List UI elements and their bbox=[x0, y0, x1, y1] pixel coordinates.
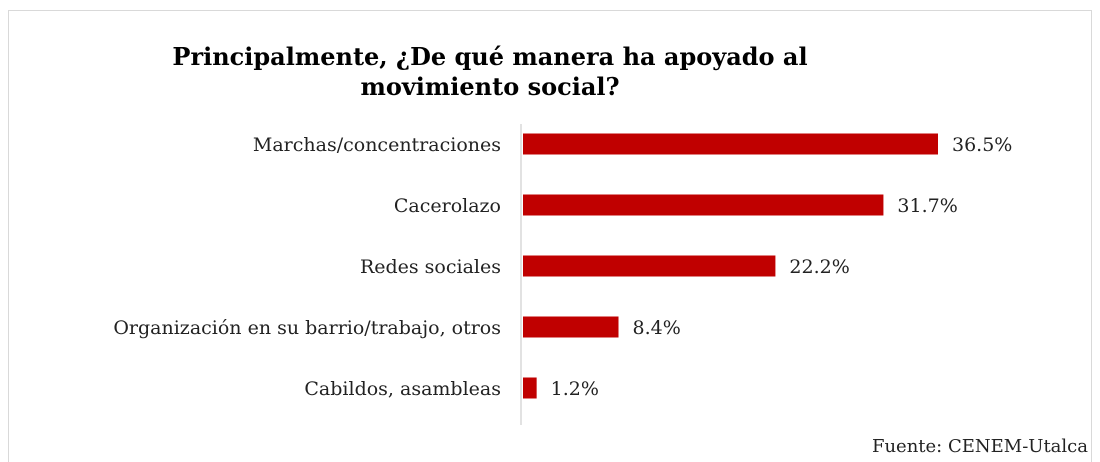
chart-title: Principalmente, ¿De qué manera ha apoyad… bbox=[172, 42, 808, 101]
data-label: 31.7% bbox=[897, 195, 957, 217]
data-label: 8.4% bbox=[633, 317, 681, 339]
category-label: Marchas/concentraciones bbox=[253, 134, 501, 156]
bar bbox=[523, 133, 938, 155]
bar bbox=[523, 316, 619, 338]
bar bbox=[523, 377, 537, 399]
category-label: Redes sociales bbox=[360, 256, 501, 278]
bar bbox=[523, 194, 884, 216]
category-label: Organización en su barrio/trabajo, otros bbox=[113, 317, 501, 339]
data-label: 1.2% bbox=[551, 378, 599, 400]
bar bbox=[523, 255, 776, 277]
chart-frame bbox=[8, 10, 1092, 462]
category-label: Cacerolazo bbox=[394, 195, 501, 217]
data-label: 36.5% bbox=[952, 134, 1012, 156]
source-note: Fuente: CENEM-Utalca bbox=[871, 436, 1088, 457]
data-label: 22.2% bbox=[789, 256, 849, 278]
category-label: Cabildos, asambleas bbox=[304, 378, 501, 400]
